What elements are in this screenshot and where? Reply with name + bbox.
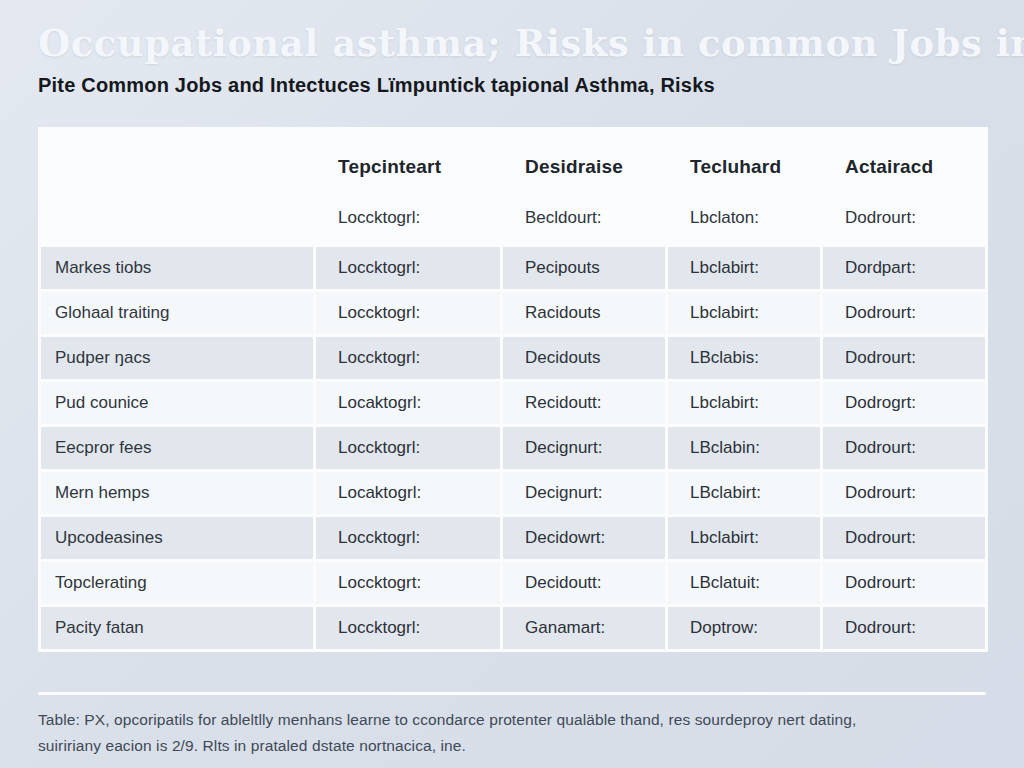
value-cell: LBclabin:	[668, 427, 820, 469]
table-row: Topclerating Loccktogrt: Decidoutt: LBcl…	[41, 562, 985, 604]
table-row: Pudper ŋacs Loccktogrl: Decidouts LBclab…	[41, 337, 985, 379]
value-cell: Dodrourt:	[823, 427, 985, 469]
column-label: Tepcinteart	[338, 156, 492, 178]
infographic-page: Occupational asthma; Risks in common Job…	[0, 0, 1024, 768]
job-cell: Pudper ŋacs	[41, 337, 313, 379]
table-row: Mern hemps Locaktogrl: Decignurt: LBclab…	[41, 472, 985, 514]
table-row: Upcodeasines Loccktogrl: Decidowrt: Lbcl…	[41, 517, 985, 559]
table-caption: Table: PX, opcoripatils for ableltlly me…	[38, 707, 998, 759]
value-cell: Locaktogrl:	[316, 382, 500, 424]
column-sublabel: Becldourt:	[525, 208, 657, 228]
value-cell: Dodrourt:	[823, 562, 985, 604]
value-cell: LBclatuit:	[668, 562, 820, 604]
table-row: Pacity fatan Loccktogrl: Ganamart: Doptr…	[41, 607, 985, 649]
table-row: Glohaal traiting Loccktogrl: Racidouts L…	[41, 292, 985, 334]
caption-line-1: Table: PX, opcoripatils for ableltlly me…	[38, 707, 998, 733]
job-cell: Eecpror fees	[41, 427, 313, 469]
column-sublabel: Loccktogrl:	[338, 208, 492, 228]
column-sublabel: Dodrourt:	[845, 208, 977, 228]
value-cell: Doptrow:	[668, 607, 820, 649]
value-cell: Decignurt:	[503, 472, 665, 514]
column-label: Desidraise	[525, 156, 657, 178]
value-cell: LBclabirt:	[668, 472, 820, 514]
value-cell: Dodrogrt:	[823, 382, 985, 424]
value-cell: Dodrourt:	[823, 472, 985, 514]
value-cell: Dodrourt:	[823, 607, 985, 649]
job-cell: Pud counice	[41, 382, 313, 424]
value-cell: Decidowrt:	[503, 517, 665, 559]
value-cell: Loccktogrl:	[316, 337, 500, 379]
job-cell: Pacity fatan	[41, 607, 313, 649]
column-sublabel: Lbclaton:	[690, 208, 812, 228]
value-cell: Dodrourt:	[823, 292, 985, 334]
job-cell: Markes tiobs	[41, 247, 313, 289]
value-cell: Dodrourt:	[823, 337, 985, 379]
value-cell: Decidoutt:	[503, 562, 665, 604]
value-cell: Pecipouts	[503, 247, 665, 289]
header-cell-empty	[41, 130, 313, 244]
value-cell: Lbclabirt:	[668, 517, 820, 559]
job-cell: Glohaal traiting	[41, 292, 313, 334]
value-cell: Decidouts	[503, 337, 665, 379]
caption-line-2: suiririany eacion is 2/9. Rlts in pratal…	[38, 733, 998, 759]
table-row: Markes tiobs Loccktogrl: Pecipouts Lbcla…	[41, 247, 985, 289]
risks-table: Tepcinteart Loccktogrl: Desidraise Becld…	[38, 127, 988, 652]
job-cell: Topclerating	[41, 562, 313, 604]
job-cell: Upcodeasines	[41, 517, 313, 559]
value-cell: Locaktogrl:	[316, 472, 500, 514]
value-cell: Loccktogrl:	[316, 427, 500, 469]
job-cell: Mern hemps	[41, 472, 313, 514]
value-cell: Lbclabirt:	[668, 382, 820, 424]
column-label: Tecluhard	[690, 156, 812, 178]
table-header: Tepcinteart Loccktogrl: Desidraise Becld…	[41, 130, 985, 244]
value-cell: Dodrourt:	[823, 517, 985, 559]
value-cell: Loccktogrl:	[316, 607, 500, 649]
value-cell: Lbclabirt:	[668, 292, 820, 334]
header-cell-3: Tecluhard Lbclaton:	[668, 130, 820, 244]
value-cell: LBclabis:	[668, 337, 820, 379]
header-row: Tepcinteart Loccktogrl: Desidraise Becld…	[41, 130, 985, 244]
value-cell: Racidouts	[503, 292, 665, 334]
table-body: Markes tiobs Loccktogrl: Pecipouts Lbcla…	[41, 247, 985, 649]
header-cell-2: Desidraise Becldourt:	[503, 130, 665, 244]
header-cell-4: Actairacd Dodrourt:	[823, 130, 985, 244]
value-cell: Recidoutt:	[503, 382, 665, 424]
value-cell: Lbclabirt:	[668, 247, 820, 289]
page-subtitle: Pite Common Jobs and Intectuces Lïmpunti…	[38, 74, 988, 97]
page-title: Occupational asthma; Risks in common Job…	[38, 21, 988, 65]
header-cell-1: Tepcinteart Loccktogrl:	[316, 130, 500, 244]
value-cell: Loccktogrt:	[316, 562, 500, 604]
table-row: Pud counice Locaktogrl: Recidoutt: Lbcla…	[41, 382, 985, 424]
column-label: Actairacd	[845, 156, 977, 178]
value-cell: Decignurt:	[503, 427, 665, 469]
footer-divider	[38, 692, 986, 695]
value-cell: Dordpart:	[823, 247, 985, 289]
value-cell: Ganamart:	[503, 607, 665, 649]
value-cell: Loccktogrl:	[316, 247, 500, 289]
value-cell: Loccktogrl:	[316, 517, 500, 559]
table-row: Eecpror fees Loccktogrl: Decignurt: LBcl…	[41, 427, 985, 469]
value-cell: Loccktogrl:	[316, 292, 500, 334]
